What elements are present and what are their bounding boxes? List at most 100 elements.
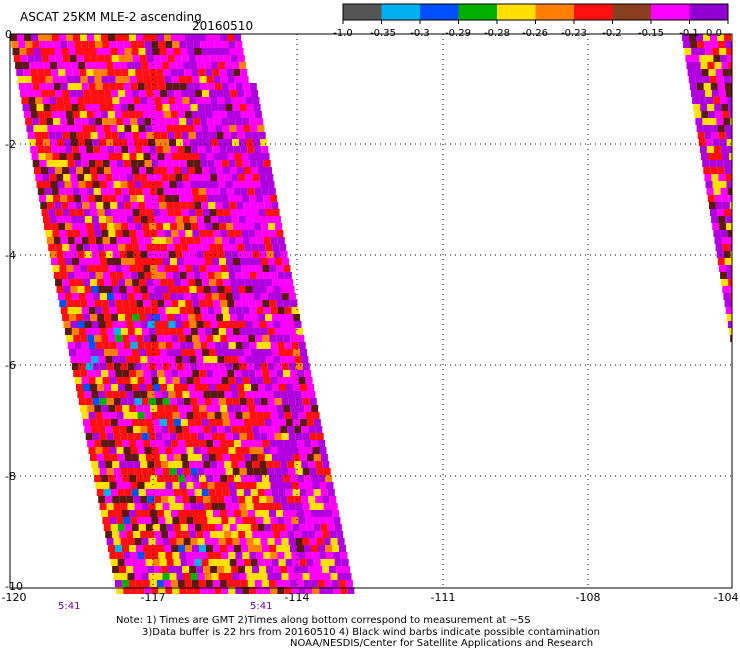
swath-cell <box>204 468 212 475</box>
swath-cell <box>146 384 153 391</box>
swath-cell <box>118 384 125 391</box>
swath-cell <box>160 244 168 251</box>
swath-cell <box>220 335 228 342</box>
swath-cell <box>182 174 190 181</box>
swath-cell <box>718 174 726 181</box>
swath-cell <box>241 76 249 83</box>
swath-cell <box>231 97 239 104</box>
swath-cell <box>129 370 137 377</box>
swath-cell <box>102 41 110 48</box>
swath-cell <box>216 349 223 356</box>
swath-cell <box>717 125 725 132</box>
swath-cell <box>41 167 48 174</box>
swath-cell <box>228 41 236 48</box>
swath-cell <box>714 237 722 244</box>
swath-cell <box>218 139 225 146</box>
swath-cell <box>726 90 733 97</box>
swath-cell <box>36 181 44 188</box>
swath-cell <box>268 580 276 587</box>
swath-cell <box>90 132 98 139</box>
swath-cell <box>187 202 195 209</box>
swath-cell <box>67 342 75 349</box>
swath-cell <box>253 181 261 188</box>
swath-cell <box>112 391 120 398</box>
swath-cell <box>207 342 215 349</box>
swath-cell <box>682 34 689 41</box>
swath-cell <box>76 132 84 139</box>
swath-cell <box>52 34 59 41</box>
swath-cell <box>113 398 121 405</box>
swath-cell <box>194 125 202 132</box>
swath-cell <box>103 48 111 55</box>
swath-cell <box>44 69 52 76</box>
swath-cell <box>110 559 118 566</box>
swath-cell <box>155 181 163 188</box>
swath-cell <box>240 258 247 265</box>
swath-cell <box>294 496 302 503</box>
swath-cell <box>245 321 253 328</box>
swath-cell <box>719 48 727 55</box>
swath-cell <box>230 55 238 62</box>
swath-cell <box>299 524 307 531</box>
swath-cell <box>86 111 94 118</box>
swath-cell <box>276 440 284 447</box>
swath-cell <box>168 356 176 363</box>
swath-cell <box>88 447 96 454</box>
swath-cell <box>227 370 235 377</box>
swath-cell <box>297 405 305 412</box>
swath-cell <box>169 139 176 146</box>
colorbar-label: -0.3 <box>410 28 430 39</box>
swath-cell <box>102 272 110 279</box>
swath-cell <box>134 328 142 335</box>
swath-cell <box>136 370 144 377</box>
swath-cell <box>172 118 180 125</box>
swath-cell <box>244 314 252 321</box>
swath-cell <box>89 202 97 209</box>
swath-cell <box>185 300 193 307</box>
swath-cell <box>145 524 153 531</box>
swath-cell <box>132 167 139 174</box>
swath-cell <box>147 496 155 503</box>
swath-cell <box>108 335 116 342</box>
swath-cell <box>117 524 125 531</box>
swath-cell <box>111 384 118 391</box>
swath-cell <box>229 489 237 496</box>
colorbar-label: -0.29 <box>445 28 471 39</box>
swath-cell <box>100 146 108 153</box>
swath-cell <box>271 419 279 426</box>
swath-cell <box>76 167 83 174</box>
swath-cell <box>227 510 234 517</box>
swath-cell <box>174 209 182 216</box>
swath-cell <box>156 258 163 265</box>
swath-cell <box>141 538 149 545</box>
swath-cell <box>183 104 191 111</box>
swath-cell <box>132 209 140 216</box>
swath-cell <box>60 237 68 244</box>
swath-cell <box>269 440 277 447</box>
swath-cell <box>84 356 92 363</box>
swath-cell <box>166 489 174 496</box>
swath-cell <box>115 153 123 160</box>
swath-cell <box>232 139 239 146</box>
swath-cell <box>140 426 148 433</box>
swath-cell <box>20 90 28 97</box>
swath-cell <box>81 307 89 314</box>
swath-cell <box>230 244 238 251</box>
swath-cell <box>716 118 724 125</box>
swath-cell <box>301 356 309 363</box>
swath-cell <box>166 125 174 132</box>
swath-cell <box>231 461 239 468</box>
swath-cell <box>165 342 173 349</box>
swath-cell <box>208 454 216 461</box>
swath-cell <box>193 517 201 524</box>
swath-cell <box>214 412 222 419</box>
swath-cell <box>152 48 160 55</box>
swath-cell <box>105 251 113 258</box>
swath-cell <box>172 83 180 90</box>
swath-cell <box>305 412 313 419</box>
swath-cell <box>29 104 37 111</box>
swath-cell <box>171 34 178 41</box>
swath-cell <box>94 475 102 482</box>
swath-cell <box>157 440 165 447</box>
